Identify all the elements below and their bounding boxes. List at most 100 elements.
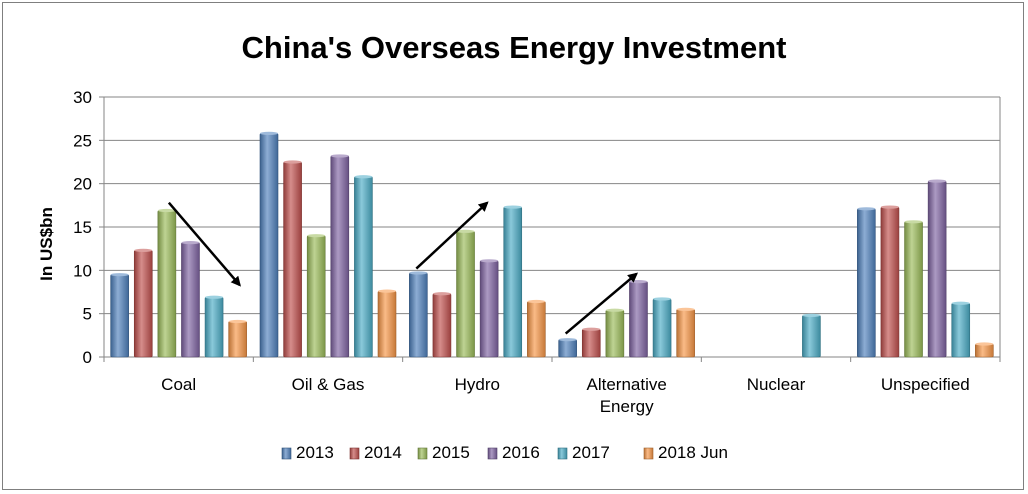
bar xyxy=(927,180,947,358)
bar-top xyxy=(527,299,546,304)
bar-top xyxy=(857,207,876,211)
bar-top xyxy=(157,208,176,213)
y-tick-label: 20 xyxy=(73,175,92,194)
category-labels: Coal Oil & Gas Hydro Alternative Energy Nucle… xyxy=(161,375,970,416)
category-label: Alternative Energy xyxy=(587,375,667,416)
bar-top xyxy=(558,338,577,342)
bar xyxy=(503,206,523,358)
category-label: Coal xyxy=(161,375,196,394)
bar xyxy=(975,343,994,358)
category-label: Hydro xyxy=(455,375,500,394)
bar-top xyxy=(928,179,947,183)
bars xyxy=(110,131,994,358)
bar xyxy=(133,250,153,358)
legend-item: 2018 Jun xyxy=(643,443,728,462)
bar-top xyxy=(582,327,601,331)
legend-swatch xyxy=(643,447,654,460)
legend-item: 2014 xyxy=(349,443,402,462)
bar-top xyxy=(653,297,672,301)
y-tick-label: 5 xyxy=(83,305,92,324)
bar xyxy=(857,208,876,358)
y-tick-label: 0 xyxy=(83,348,92,367)
axes: 0 5 10 15 20 25 30 xyxy=(73,88,1001,367)
bar xyxy=(432,293,452,358)
chart-title: China's Overseas Energy Investment xyxy=(242,30,787,65)
bar xyxy=(479,260,499,358)
category-label: Unspecified xyxy=(881,375,970,394)
bar xyxy=(330,155,350,358)
bar-top xyxy=(283,160,302,164)
legend-swatch xyxy=(487,447,498,460)
bar-top xyxy=(260,131,278,135)
bar-top xyxy=(378,289,396,293)
bar xyxy=(676,309,695,358)
legend-item: 2015 xyxy=(417,443,470,462)
bar xyxy=(527,301,546,358)
bar-top xyxy=(480,259,499,263)
bar-top xyxy=(110,273,129,277)
bar xyxy=(581,328,601,358)
legend-swatch xyxy=(557,447,568,460)
legend-swatch xyxy=(349,447,360,460)
y-axis-label: In US$bn xyxy=(37,207,56,281)
bar xyxy=(306,235,326,358)
category-label: Nuclear xyxy=(747,375,806,394)
bar-top xyxy=(181,241,200,245)
bar xyxy=(181,242,200,358)
bar-top xyxy=(354,175,373,179)
legend-item: 2016 xyxy=(487,443,540,462)
bar-top xyxy=(605,308,624,312)
legend-item: 2013 xyxy=(281,443,334,462)
bar xyxy=(228,321,247,358)
bar xyxy=(204,296,224,358)
bar-top xyxy=(629,280,648,284)
bar xyxy=(558,339,577,358)
bar-top xyxy=(432,292,451,296)
bar xyxy=(409,272,428,358)
legend-label: 2017 xyxy=(572,443,610,462)
bar-top xyxy=(409,271,428,275)
legend-label: 2015 xyxy=(432,443,470,462)
bar xyxy=(880,206,900,358)
bar xyxy=(456,231,475,358)
category-label: Oil & Gas xyxy=(292,375,365,394)
trend-arrow xyxy=(564,272,638,335)
bar-top xyxy=(676,307,695,311)
bar-top xyxy=(975,342,994,346)
bar-top xyxy=(228,319,247,324)
y-tick-label: 10 xyxy=(73,261,92,280)
bar xyxy=(951,302,971,358)
y-tick-label: 25 xyxy=(73,131,92,150)
bar xyxy=(904,221,923,358)
bar xyxy=(157,210,177,358)
bar xyxy=(377,290,397,358)
bar-top xyxy=(951,301,970,305)
bar xyxy=(629,281,648,358)
bar-top xyxy=(802,313,821,317)
bar xyxy=(259,133,279,358)
bar-top xyxy=(904,220,923,224)
bar-top xyxy=(503,205,522,209)
legend-label: 2016 xyxy=(502,443,540,462)
bar xyxy=(354,176,373,358)
bar-top xyxy=(880,205,899,209)
bar xyxy=(802,315,821,358)
bar-top xyxy=(134,248,153,252)
bar xyxy=(283,161,302,358)
trend-arrow xyxy=(167,201,241,287)
bar xyxy=(652,298,672,358)
legend-label: 2018 Jun xyxy=(658,443,728,462)
bar xyxy=(110,274,129,358)
trend-arrows xyxy=(167,201,638,335)
trend-arrow xyxy=(415,201,489,270)
y-tick-label: 30 xyxy=(73,88,92,107)
legend-label: 2014 xyxy=(364,443,402,462)
legend: 2013 2014 2015 2016 2017 2018 Jun xyxy=(281,443,728,462)
legend-label: 2013 xyxy=(296,443,334,462)
bar-top xyxy=(330,154,349,158)
bar xyxy=(605,309,625,358)
legend-swatch xyxy=(281,447,292,460)
bar-top xyxy=(456,229,475,233)
y-tick-label: 15 xyxy=(73,218,92,237)
